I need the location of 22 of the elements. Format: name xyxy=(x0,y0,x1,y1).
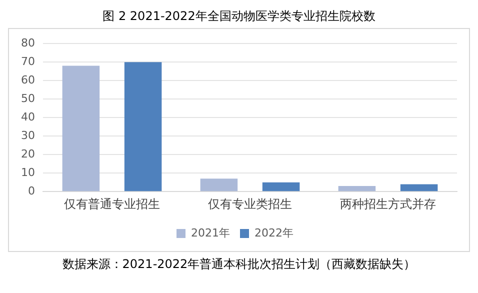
y-tick-label: 0 xyxy=(28,184,35,198)
y-tick-label: 60 xyxy=(20,73,35,86)
bar xyxy=(124,62,162,192)
legend-label: 2022年 xyxy=(254,226,294,240)
x-tick-label: 仅有普通专业招生 xyxy=(64,196,160,211)
legend-label: 2021年 xyxy=(191,226,230,240)
source-note: 数据来源：2021-2022年普通本科批次招生计划（西藏数据缺失） xyxy=(61,256,417,273)
bar xyxy=(262,182,300,192)
bar xyxy=(338,186,376,192)
chart-title: 图 2 2021-2022年全国动物医学类专业招生院校数 xyxy=(102,8,376,25)
y-tick-label: 10 xyxy=(20,166,35,179)
bar xyxy=(400,184,438,192)
x-tick-label: 两种招生方式并存 xyxy=(340,196,436,211)
y-tick-label: 70 xyxy=(20,54,35,68)
y-tick-label: 30 xyxy=(20,128,35,142)
y-tick-label: 40 xyxy=(20,110,35,124)
x-tick-label: 仅有专业类招生 xyxy=(208,196,292,211)
bar xyxy=(200,178,238,192)
y-tick-label: 80 xyxy=(20,36,35,50)
y-tick-label: 20 xyxy=(20,147,35,160)
y-tick-label: 50 xyxy=(20,92,35,105)
bar xyxy=(62,66,100,192)
